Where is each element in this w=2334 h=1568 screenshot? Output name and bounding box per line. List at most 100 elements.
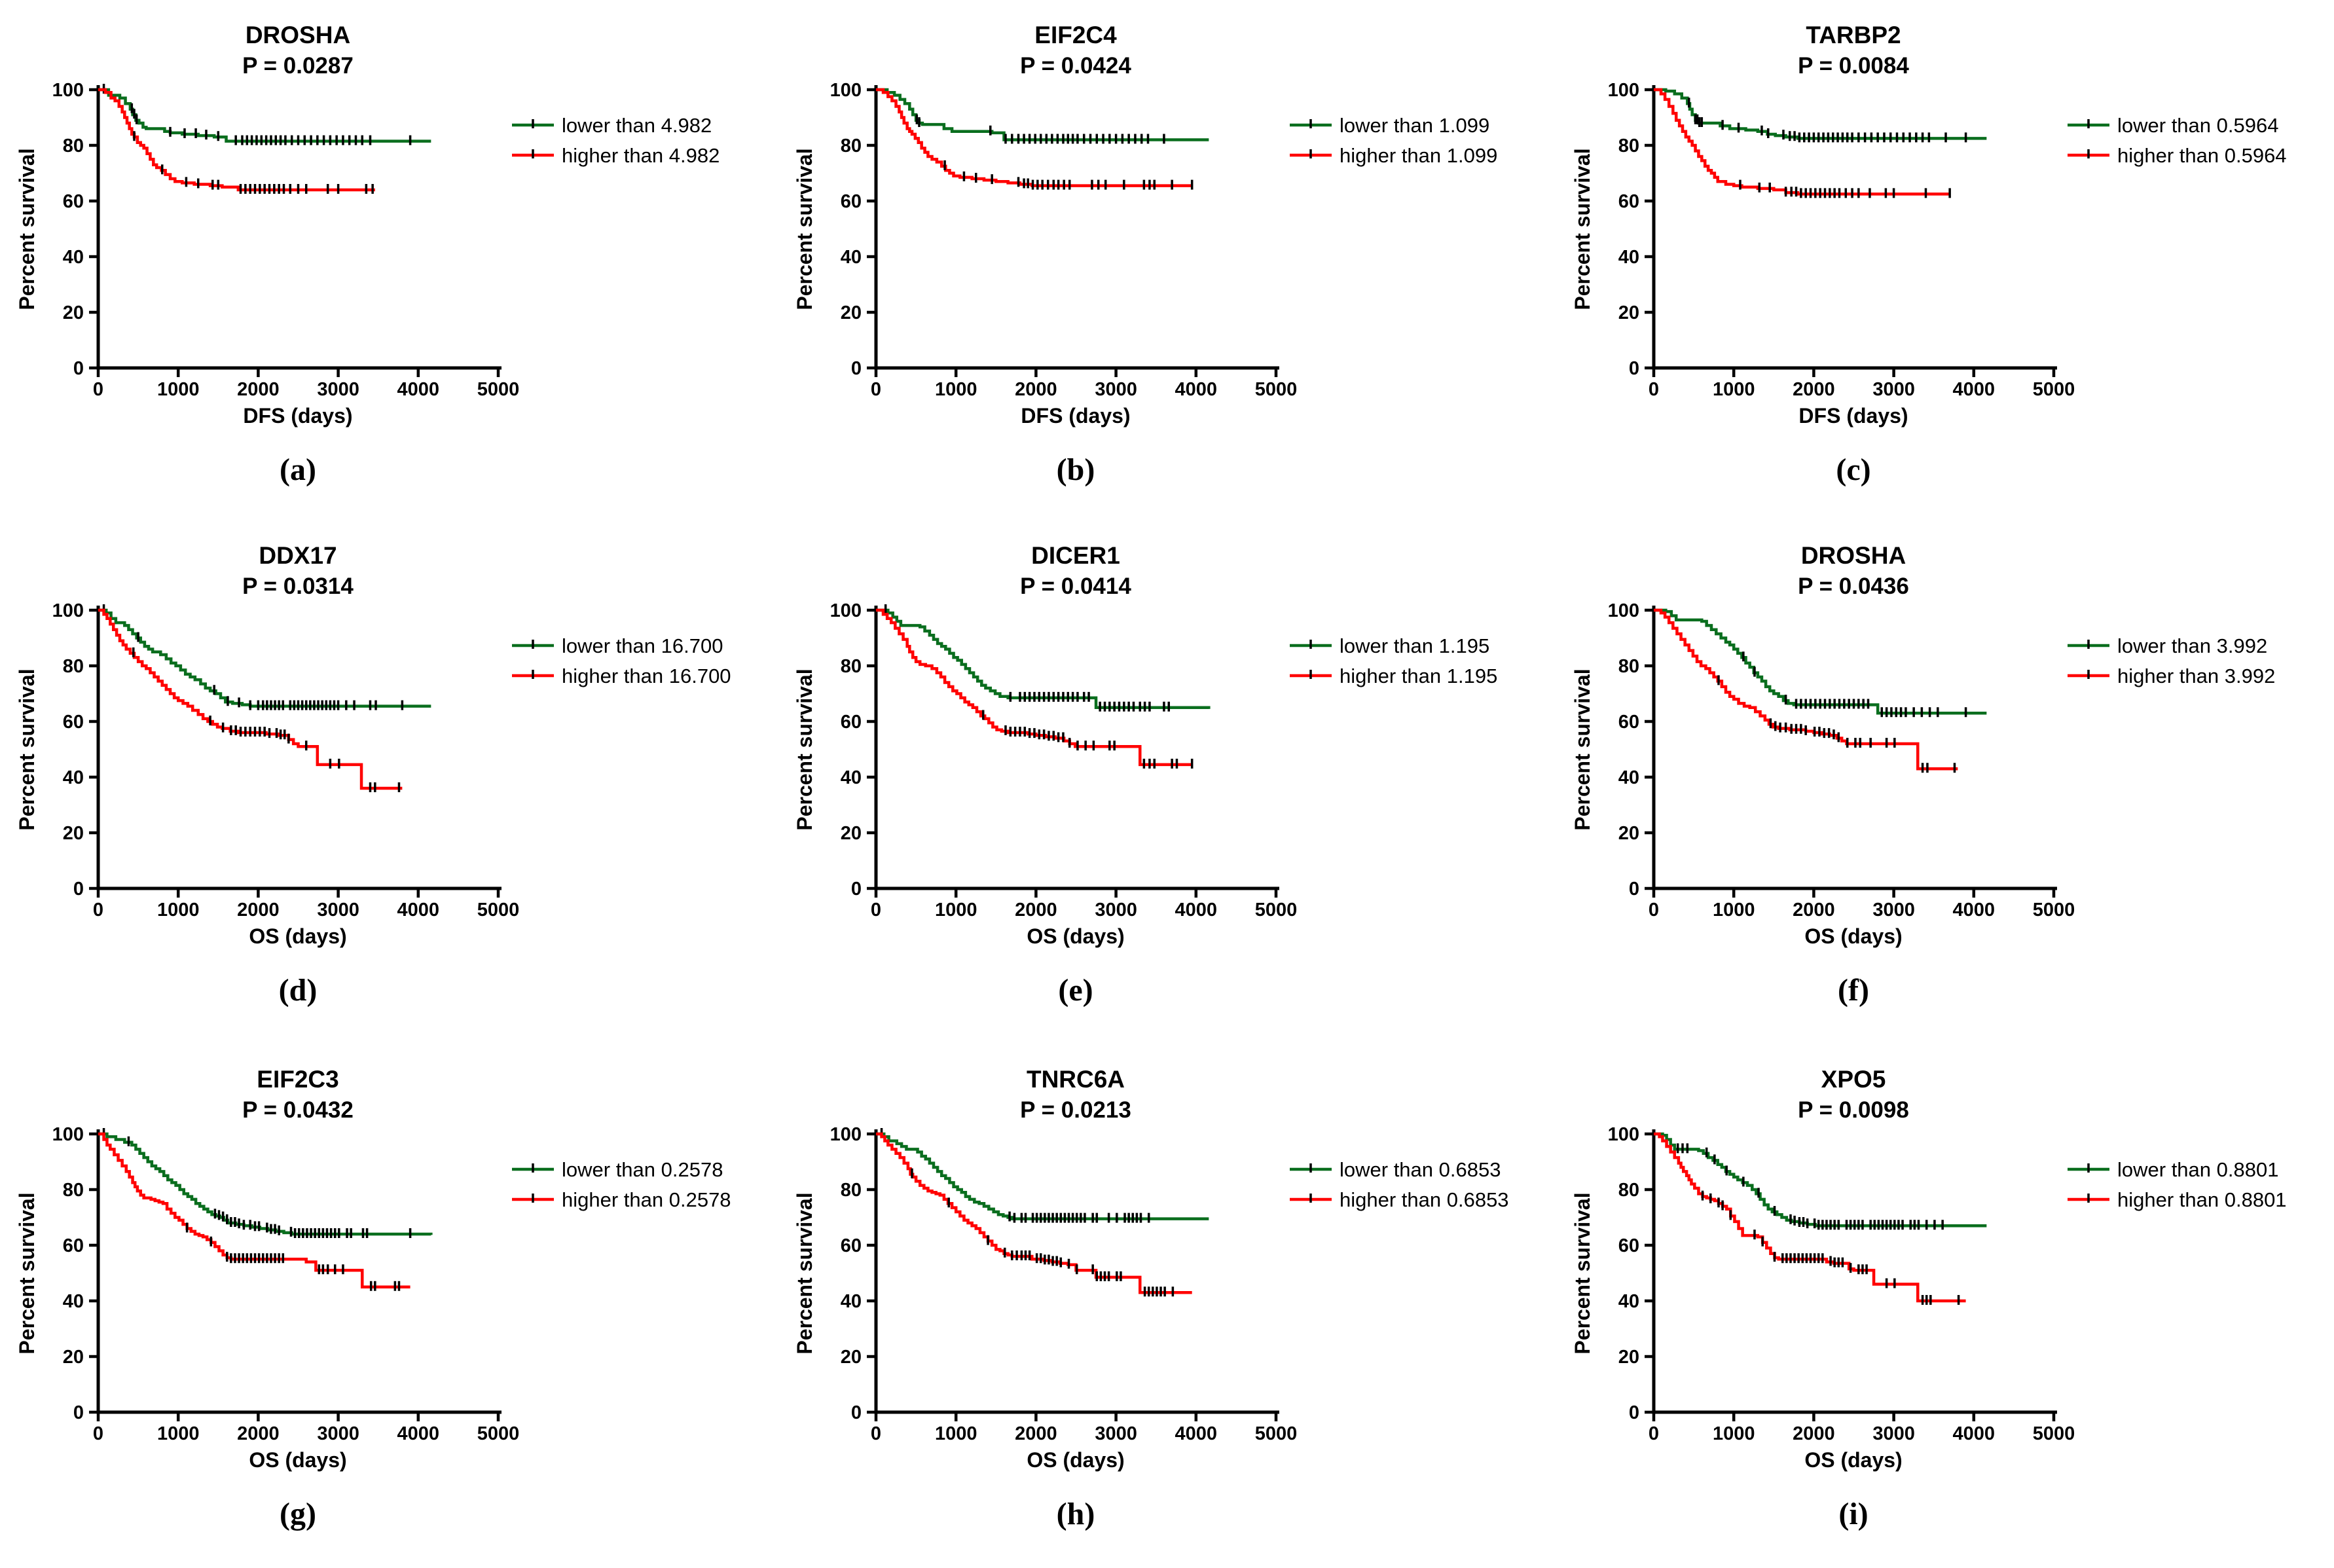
y-tick-label: 60 (1618, 191, 1639, 212)
x-tick-label: 4000 (1953, 1423, 1996, 1444)
y-axis-label: Percent survival (1571, 668, 1594, 830)
y-tick-label: 0 (851, 358, 862, 379)
p-value-label: P = 0.0436 (1798, 574, 1909, 599)
y-tick-label: 20 (841, 302, 862, 323)
page-title: EIF2C4 (1034, 22, 1117, 48)
survival-curve-lower (1654, 1132, 1987, 1228)
survival-curve-higher (876, 608, 1193, 767)
y-tick-label: 80 (841, 656, 862, 677)
legend-label-higher: higher than 0.2578 (562, 1188, 731, 1211)
km-chart-svg: EIF2C3 P = 0.0432 Percent survival OS (d… (15, 1066, 731, 1531)
legend: lower than 0.5964 higher than 0.5964 (2068, 114, 2287, 167)
x-axis-label: OS (days) (249, 1448, 346, 1472)
survival-curve-higher (98, 1132, 410, 1288)
survival-curve-lower (1654, 608, 1987, 715)
x-tick-label: 1000 (157, 379, 200, 400)
y-tick-label: 80 (1618, 136, 1639, 156)
panel-letter: (c) (1836, 452, 1870, 487)
panel-letter: (g) (280, 1497, 316, 1531)
km-panel-3: DDX17 P = 0.0314 Percent survival OS (da… (0, 520, 778, 1044)
y-tick-label: 80 (63, 1180, 84, 1201)
page-title: TNRC6A (1027, 1066, 1125, 1093)
y-tick-label: 80 (63, 656, 84, 677)
legend-marker-higher (2068, 149, 2109, 158)
x-axis-label: OS (days) (1804, 1448, 1902, 1472)
legend-label-lower: lower than 0.8801 (2117, 1158, 2278, 1181)
legend-marker-higher (512, 149, 554, 158)
y-axis-label: Percent survival (15, 668, 39, 830)
y-tick-label: 60 (63, 1235, 84, 1256)
legend-marker-lower (512, 119, 554, 128)
x-tick-label: 0 (871, 379, 881, 400)
y-tick-label: 0 (851, 879, 862, 900)
km-chart-svg: DICER1 P = 0.0414 Percent survival OS (d… (793, 542, 1497, 1008)
y-tick-label: 80 (63, 136, 84, 156)
x-tick-label: 2000 (237, 1423, 280, 1444)
survival-curve-higher (98, 608, 403, 790)
panel-letter: (h) (1057, 1497, 1095, 1531)
x-tick-label: 3000 (1095, 900, 1137, 921)
legend: lower than 1.195 higher than 1.195 (1290, 634, 1497, 687)
y-tick-label: 100 (52, 1124, 84, 1145)
y-tick-label: 100 (52, 600, 84, 621)
x-tick-label: 3000 (1095, 379, 1137, 400)
legend-marker-lower (1290, 640, 1332, 649)
legend-marker-higher (512, 670, 554, 679)
x-tick-label: 4000 (1175, 379, 1218, 400)
y-tick-label: 40 (63, 767, 84, 788)
legend-label-lower: lower than 0.6853 (1340, 1158, 1501, 1181)
p-value-label: P = 0.0084 (1798, 53, 1909, 79)
x-axis-label: DFS (days) (243, 404, 352, 428)
survival-curve-lower (876, 608, 1211, 709)
legend-marker-higher (1290, 149, 1332, 158)
p-value-label: P = 0.0314 (242, 574, 354, 599)
y-tick-label: 100 (1608, 600, 1639, 621)
km-panel-4: DICER1 P = 0.0414 Percent survival OS (d… (778, 520, 1556, 1044)
x-axis-label: OS (days) (249, 924, 346, 948)
panel-letter: (i) (1838, 1497, 1868, 1531)
x-axis-label: OS (days) (1027, 1448, 1124, 1472)
y-tick-label: 40 (1618, 767, 1639, 788)
legend-label-higher: higher than 1.099 (1340, 144, 1497, 167)
x-tick-label: 1000 (935, 379, 977, 400)
y-axis-label: Percent survival (793, 668, 816, 830)
y-tick-label: 20 (1618, 823, 1639, 844)
x-tick-label: 0 (1649, 900, 1659, 921)
y-tick-label: 60 (63, 191, 84, 212)
y-tick-label: 60 (1618, 1235, 1639, 1256)
x-tick-label: 1000 (1713, 379, 1755, 400)
page-title: EIF2C3 (257, 1066, 338, 1093)
survival-curve-lower (98, 1132, 433, 1236)
panel-letter: (a) (280, 452, 316, 487)
y-tick-label: 100 (52, 80, 84, 101)
x-tick-label: 5000 (477, 1423, 520, 1444)
y-axis-label: Percent survival (1571, 148, 1594, 310)
x-tick-label: 0 (1649, 379, 1659, 400)
survival-curve-lower (876, 1132, 1209, 1220)
y-tick-label: 0 (1629, 358, 1639, 379)
y-axis-label: Percent survival (1571, 1192, 1594, 1354)
y-tick-label: 40 (1618, 1291, 1639, 1312)
x-tick-label: 3000 (1872, 379, 1915, 400)
km-panel-2: TARBP2 P = 0.0084 Percent survival DFS (… (1556, 0, 2333, 520)
legend: lower than 0.6853 higher than 0.6853 (1290, 1158, 1509, 1211)
y-tick-label: 0 (73, 1402, 84, 1423)
x-tick-label: 0 (93, 379, 103, 400)
x-tick-label: 3000 (317, 1423, 359, 1444)
x-tick-label: 5000 (1255, 379, 1298, 400)
survival-curve-lower (876, 88, 1209, 141)
legend-label-higher: higher than 4.982 (562, 144, 720, 167)
x-tick-label: 3000 (317, 379, 359, 400)
survival-curve-lower (98, 608, 431, 708)
x-tick-label: 2000 (237, 900, 280, 921)
x-tick-label: 4000 (1175, 1423, 1218, 1444)
x-tick-label: 0 (93, 900, 103, 921)
legend-label-lower: lower than 0.2578 (562, 1158, 723, 1181)
panel-letter: (e) (1058, 973, 1093, 1008)
